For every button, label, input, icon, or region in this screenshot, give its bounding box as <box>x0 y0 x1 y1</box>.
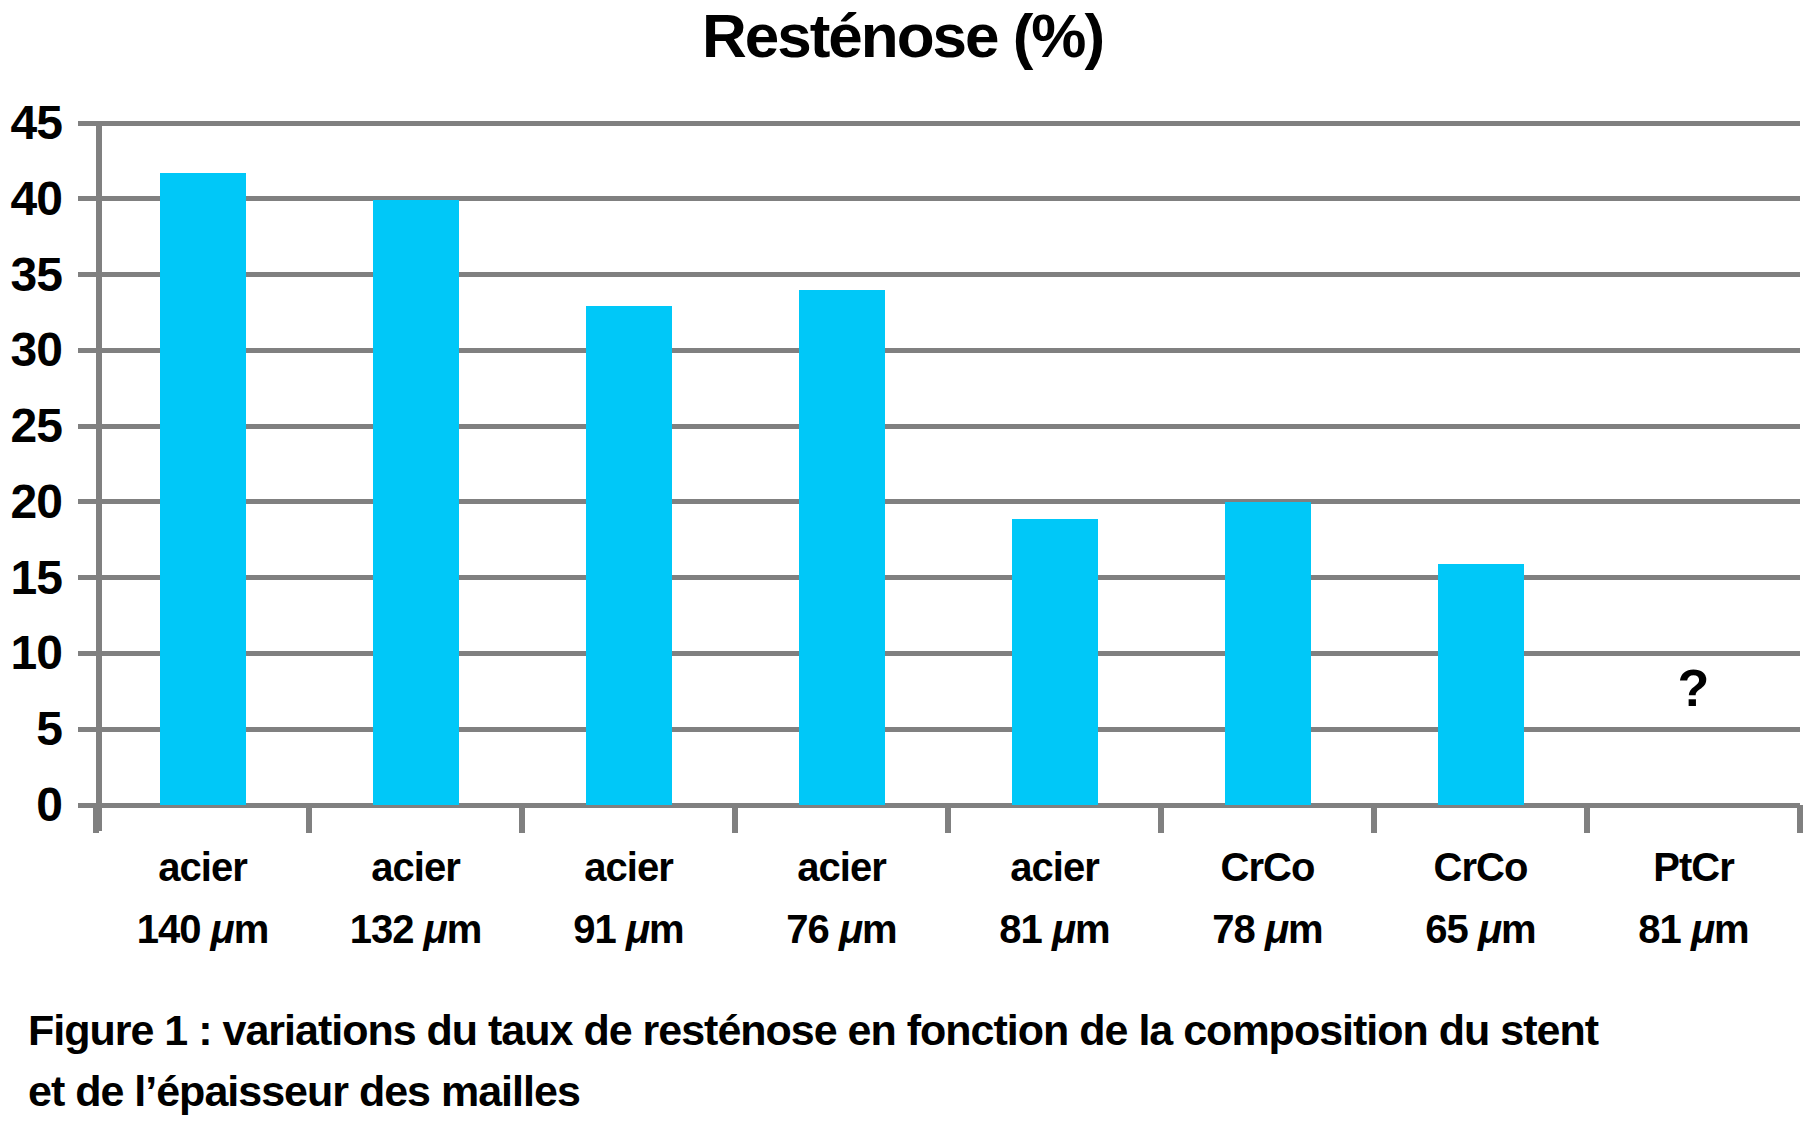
figure: Resténose (%) 454035302520151050? acier1… <box>0 0 1805 1133</box>
bar-2 <box>373 200 459 805</box>
gridline <box>78 803 1800 808</box>
x-category-material: CrCo <box>1161 836 1374 898</box>
x-category-label: CrCo78 μm <box>1161 836 1374 960</box>
x-category-material: acier <box>96 836 309 898</box>
gridline <box>78 424 1800 429</box>
x-category-thickness: 81 μm <box>1587 898 1800 960</box>
bar-3 <box>586 306 672 805</box>
x-category-label: acier132 μm <box>309 836 522 960</box>
mu-symbol: μ <box>839 907 862 951</box>
x-category-thickness: 81 μm <box>948 898 1161 960</box>
x-tick <box>732 805 738 833</box>
bar-4 <box>799 290 885 805</box>
x-category-material: PtCr <box>1587 836 1800 898</box>
x-category-material: CrCo <box>1374 836 1587 898</box>
caption-line-1: Figure 1 : variations du taux de resténo… <box>28 1000 1768 1061</box>
y-tick-label: 15 <box>11 554 62 602</box>
x-tick <box>1158 805 1164 833</box>
mu-symbol: μ <box>1691 907 1714 951</box>
x-category-material: acier <box>309 836 522 898</box>
gridline <box>78 499 1800 504</box>
x-category-thickness: 91 μm <box>522 898 735 960</box>
x-category-label: PtCr81 μm <box>1587 836 1800 960</box>
x-category-label: CrCo65 μm <box>1374 836 1587 960</box>
mu-symbol: μ <box>1052 907 1075 951</box>
x-category-thickness: 132 μm <box>309 898 522 960</box>
plot-area: 454035302520151050? <box>96 123 1800 805</box>
gridline <box>78 196 1800 201</box>
x-tick <box>519 805 525 833</box>
y-tick-label: 35 <box>11 251 62 299</box>
gridline <box>78 272 1800 277</box>
x-category-material: acier <box>522 836 735 898</box>
x-category-thickness: 78 μm <box>1161 898 1374 960</box>
y-tick-label: 40 <box>11 175 62 223</box>
mu-symbol: μ <box>626 907 649 951</box>
bar-5 <box>1012 519 1098 805</box>
mu-symbol: μ <box>211 907 234 951</box>
y-tick-label: 20 <box>11 478 62 526</box>
x-tick <box>306 805 312 833</box>
bar-6 <box>1225 502 1311 805</box>
y-tick-label: 25 <box>11 402 62 450</box>
x-tick <box>1797 805 1803 833</box>
y-tick-label: 30 <box>11 326 62 374</box>
gridline <box>78 727 1800 732</box>
y-axis-line <box>96 123 102 831</box>
x-category-thickness: 140 μm <box>96 898 309 960</box>
x-category-label: acier91 μm <box>522 836 735 960</box>
y-tick-label: 10 <box>11 629 62 677</box>
x-category-material: acier <box>735 836 948 898</box>
x-category-thickness: 76 μm <box>735 898 948 960</box>
figure-caption: Figure 1 : variations du taux de resténo… <box>28 1000 1768 1122</box>
chart-title: Resténose (%) <box>0 2 1805 70</box>
x-category-label: acier81 μm <box>948 836 1161 960</box>
x-axis-labels: acier140 μmacier132 μmacier91 μmacier76 … <box>96 836 1800 966</box>
y-tick-label: 0 <box>36 781 62 829</box>
caption-line-2: et de l’épaisseur des mailles <box>28 1061 1768 1122</box>
x-category-label: acier76 μm <box>735 836 948 960</box>
mu-symbol: μ <box>424 907 447 951</box>
x-tick <box>945 805 951 833</box>
bar-7 <box>1438 564 1524 805</box>
x-tick <box>1584 805 1590 833</box>
x-category-thickness: 65 μm <box>1374 898 1587 960</box>
y-tick-label: 45 <box>11 99 62 147</box>
mu-symbol: μ <box>1478 907 1501 951</box>
x-tick <box>1371 805 1377 833</box>
x-category-material: acier <box>948 836 1161 898</box>
x-tick <box>93 805 99 833</box>
gridline <box>78 575 1800 580</box>
bar-1 <box>160 173 246 805</box>
x-category-label: acier140 μm <box>96 836 309 960</box>
missing-value-marker: ? <box>1678 662 1710 714</box>
gridline <box>78 121 1800 126</box>
gridline <box>78 348 1800 353</box>
gridline <box>78 651 1800 656</box>
y-tick-label: 5 <box>36 705 62 753</box>
mu-symbol: μ <box>1265 907 1288 951</box>
